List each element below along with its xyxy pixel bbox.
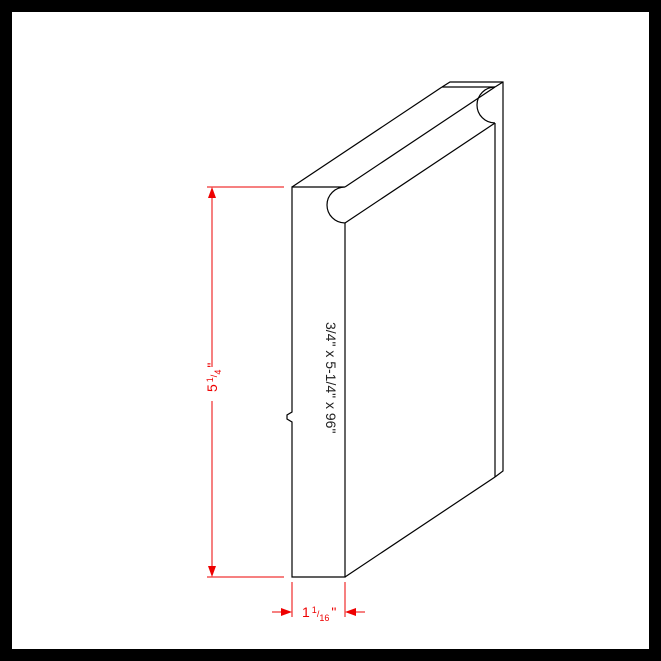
iso-edge — [442, 82, 503, 477]
spec-label: 3/4" x 5-1/4" x 96" — [323, 322, 339, 433]
dimension-width: 11/16" — [272, 582, 365, 623]
width-label: 11/16" — [302, 604, 336, 623]
iso-edge — [495, 82, 503, 87]
iso-edge — [345, 477, 495, 577]
arrow-icon — [208, 566, 216, 577]
arrow-icon — [345, 608, 356, 616]
drawing-frame: { "drawing": { "type": "engineering-prof… — [0, 0, 661, 661]
drawing-canvas: 51/4" 11/16" 3/4" x 5-1/4" x 96" — [12, 12, 649, 649]
dimension-height: 51/4" — [202, 187, 284, 577]
arrow-icon — [208, 187, 216, 198]
arrow-icon — [281, 608, 292, 616]
iso-edge — [345, 123, 495, 223]
